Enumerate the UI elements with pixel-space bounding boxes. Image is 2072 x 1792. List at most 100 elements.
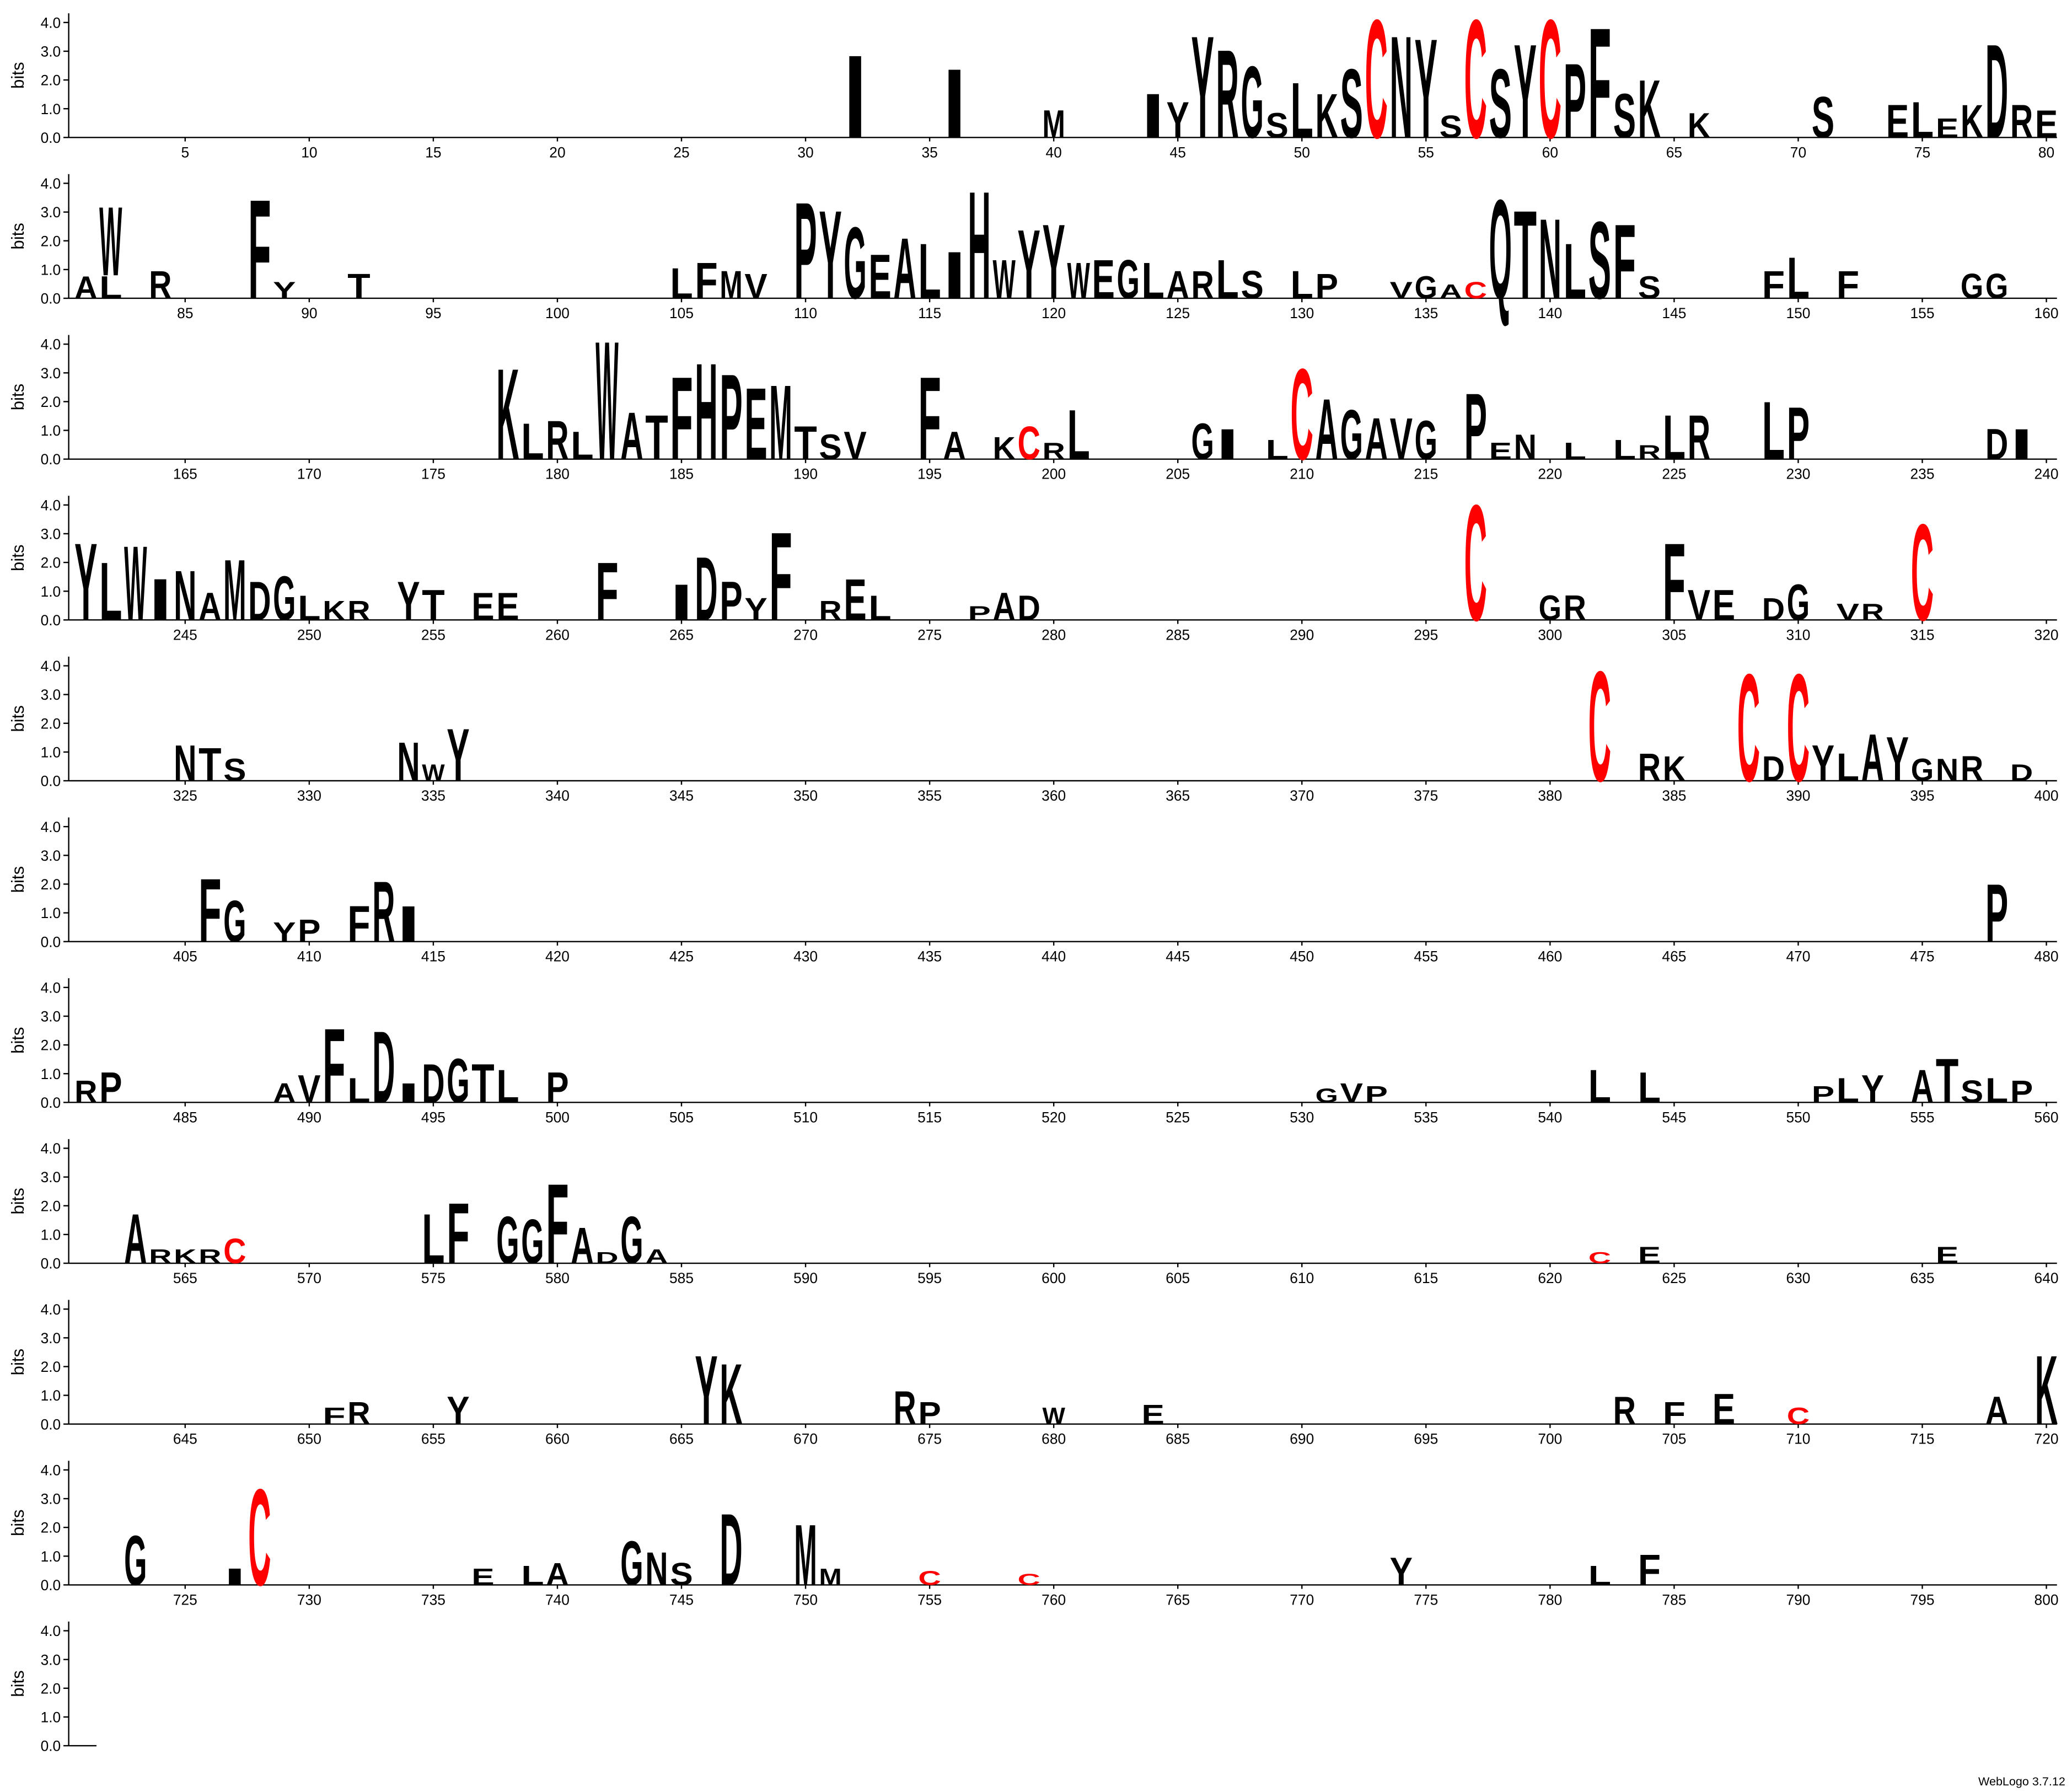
logo-letter: W <box>99 186 122 296</box>
logo-letter: R <box>1638 745 1661 789</box>
logo-letter: T <box>794 416 817 469</box>
x-tick-label: 725 <box>173 1591 197 1608</box>
logo-letter: Y <box>819 185 841 325</box>
logo-letter: Y <box>1191 6 1214 169</box>
x-tick-label: 65 <box>1666 144 1682 160</box>
logo-letter: R <box>347 1396 370 1431</box>
logo-letter: G <box>124 1521 147 1600</box>
logo-letter: W <box>124 524 147 642</box>
logo-letter: A <box>943 423 965 468</box>
logo-letter: H <box>968 160 990 331</box>
y-tick-label: 1.0 <box>41 1548 61 1565</box>
logo-letter: K <box>1638 62 1661 155</box>
logo-letter: Y <box>447 713 469 797</box>
logo-letter: Y <box>1886 724 1909 795</box>
y-axis-label: bits <box>8 1349 28 1375</box>
y-tick-label: 2.0 <box>41 233 61 249</box>
y-tick-label: 2.0 <box>41 1198 61 1214</box>
x-tick-label: 455 <box>1414 948 1438 965</box>
x-tick-label: 690 <box>1290 1431 1314 1447</box>
x-tick-label: 640 <box>2035 1270 2059 1286</box>
x-tick-label: 590 <box>793 1270 818 1286</box>
logo-letter: M <box>1042 102 1065 146</box>
logo-letter: G <box>1340 395 1363 474</box>
logo-letter: N <box>174 734 196 792</box>
logo-letter: N <box>1936 753 1958 788</box>
logo-letter: Y <box>447 1388 469 1432</box>
logo-letter: L <box>1141 252 1164 309</box>
logo-letter: A <box>645 1246 668 1268</box>
logo-letter: L <box>1613 435 1636 465</box>
logo-letter: I <box>844 30 866 163</box>
logo-letter: L <box>298 589 320 628</box>
x-tick-label: 75 <box>1914 144 1930 160</box>
x-tick-label: 790 <box>1786 1591 1810 1608</box>
logo-letter: I <box>397 895 420 952</box>
y-tick-label: 0.0 <box>41 1256 61 1272</box>
x-tick-label: 105 <box>669 305 694 321</box>
logo-letter: F <box>1663 1396 1685 1431</box>
logo-letter: R <box>1688 403 1710 473</box>
logo-letter: F <box>347 895 370 952</box>
logo-letter: C <box>1539 0 1561 174</box>
x-tick-label: 735 <box>421 1591 445 1608</box>
logo-letter: G <box>223 888 246 954</box>
x-tick-label: 550 <box>1786 1109 1810 1125</box>
y-tick-label: 0.0 <box>41 773 61 790</box>
x-tick-label: 180 <box>545 466 570 482</box>
logo-letter: S <box>1588 198 1611 321</box>
logo-letter: D <box>372 1010 395 1124</box>
y-axis-label: bits <box>8 866 28 893</box>
y-axis-label: bits <box>8 1188 28 1214</box>
y-tick-label: 1.0 <box>41 1066 61 1082</box>
logo-letter: G <box>1116 248 1139 310</box>
logo-letter: P <box>1564 41 1586 160</box>
logo-letter: F <box>1638 1546 1661 1594</box>
x-tick-label: 545 <box>1662 1109 1686 1125</box>
x-tick-label: 335 <box>421 787 445 804</box>
x-tick-label: 655 <box>421 1431 445 1447</box>
x-tick-label: 165 <box>173 466 197 482</box>
x-tick-label: 245 <box>173 626 197 643</box>
logo-letter: N <box>397 731 420 792</box>
x-tick-label: 150 <box>1786 305 1810 321</box>
x-tick-label: 270 <box>793 626 818 643</box>
x-tick-label: 705 <box>1662 1431 1686 1447</box>
y-tick-label: 2.0 <box>41 715 61 732</box>
logo-letter: C <box>1911 496 1934 650</box>
logo-letter: A <box>1167 262 1189 307</box>
x-tick-label: 515 <box>917 1109 942 1125</box>
y-tick-label: 3.0 <box>41 847 61 864</box>
logo-letter: D <box>1017 589 1040 628</box>
logo-letter: I <box>223 1564 246 1590</box>
x-tick-label: 355 <box>917 787 942 804</box>
logo-letter: K <box>1663 749 1685 788</box>
logo-letter: G <box>496 1203 519 1278</box>
logo-letter: A <box>893 220 916 317</box>
logo-letter: G <box>1191 412 1214 470</box>
y-tick-label: 1.0 <box>41 744 61 760</box>
logo-letter: P <box>968 602 990 624</box>
x-tick-label: 670 <box>793 1431 818 1447</box>
logo-letter: P <box>1812 1081 1834 1108</box>
x-tick-label: 565 <box>173 1270 197 1286</box>
logo-letter: C <box>1464 470 1487 655</box>
x-tick-label: 465 <box>1662 948 1686 965</box>
logo-letter: C <box>1737 642 1760 814</box>
x-tick-label: 490 <box>297 1109 321 1125</box>
logo-letter: A <box>620 398 643 474</box>
y-tick-label: 3.0 <box>41 1491 61 1507</box>
x-tick-label: 10 <box>301 144 317 160</box>
x-tick-label: 70 <box>1790 144 1806 160</box>
x-tick-label: 485 <box>173 1109 197 1125</box>
logo-letter: I <box>397 1078 420 1108</box>
logo-letter: C <box>1464 0 1487 174</box>
logo-letter: W <box>992 248 1015 310</box>
x-tick-label: 700 <box>1538 1431 1562 1447</box>
x-tick-label: 775 <box>1414 1591 1438 1608</box>
y-axis-label: bits <box>8 1670 28 1697</box>
logo-letter: W <box>422 759 444 786</box>
x-tick-label: 385 <box>1662 787 1686 804</box>
x-tick-label: 55 <box>1418 144 1434 160</box>
x-tick-label: 310 <box>1786 626 1810 643</box>
